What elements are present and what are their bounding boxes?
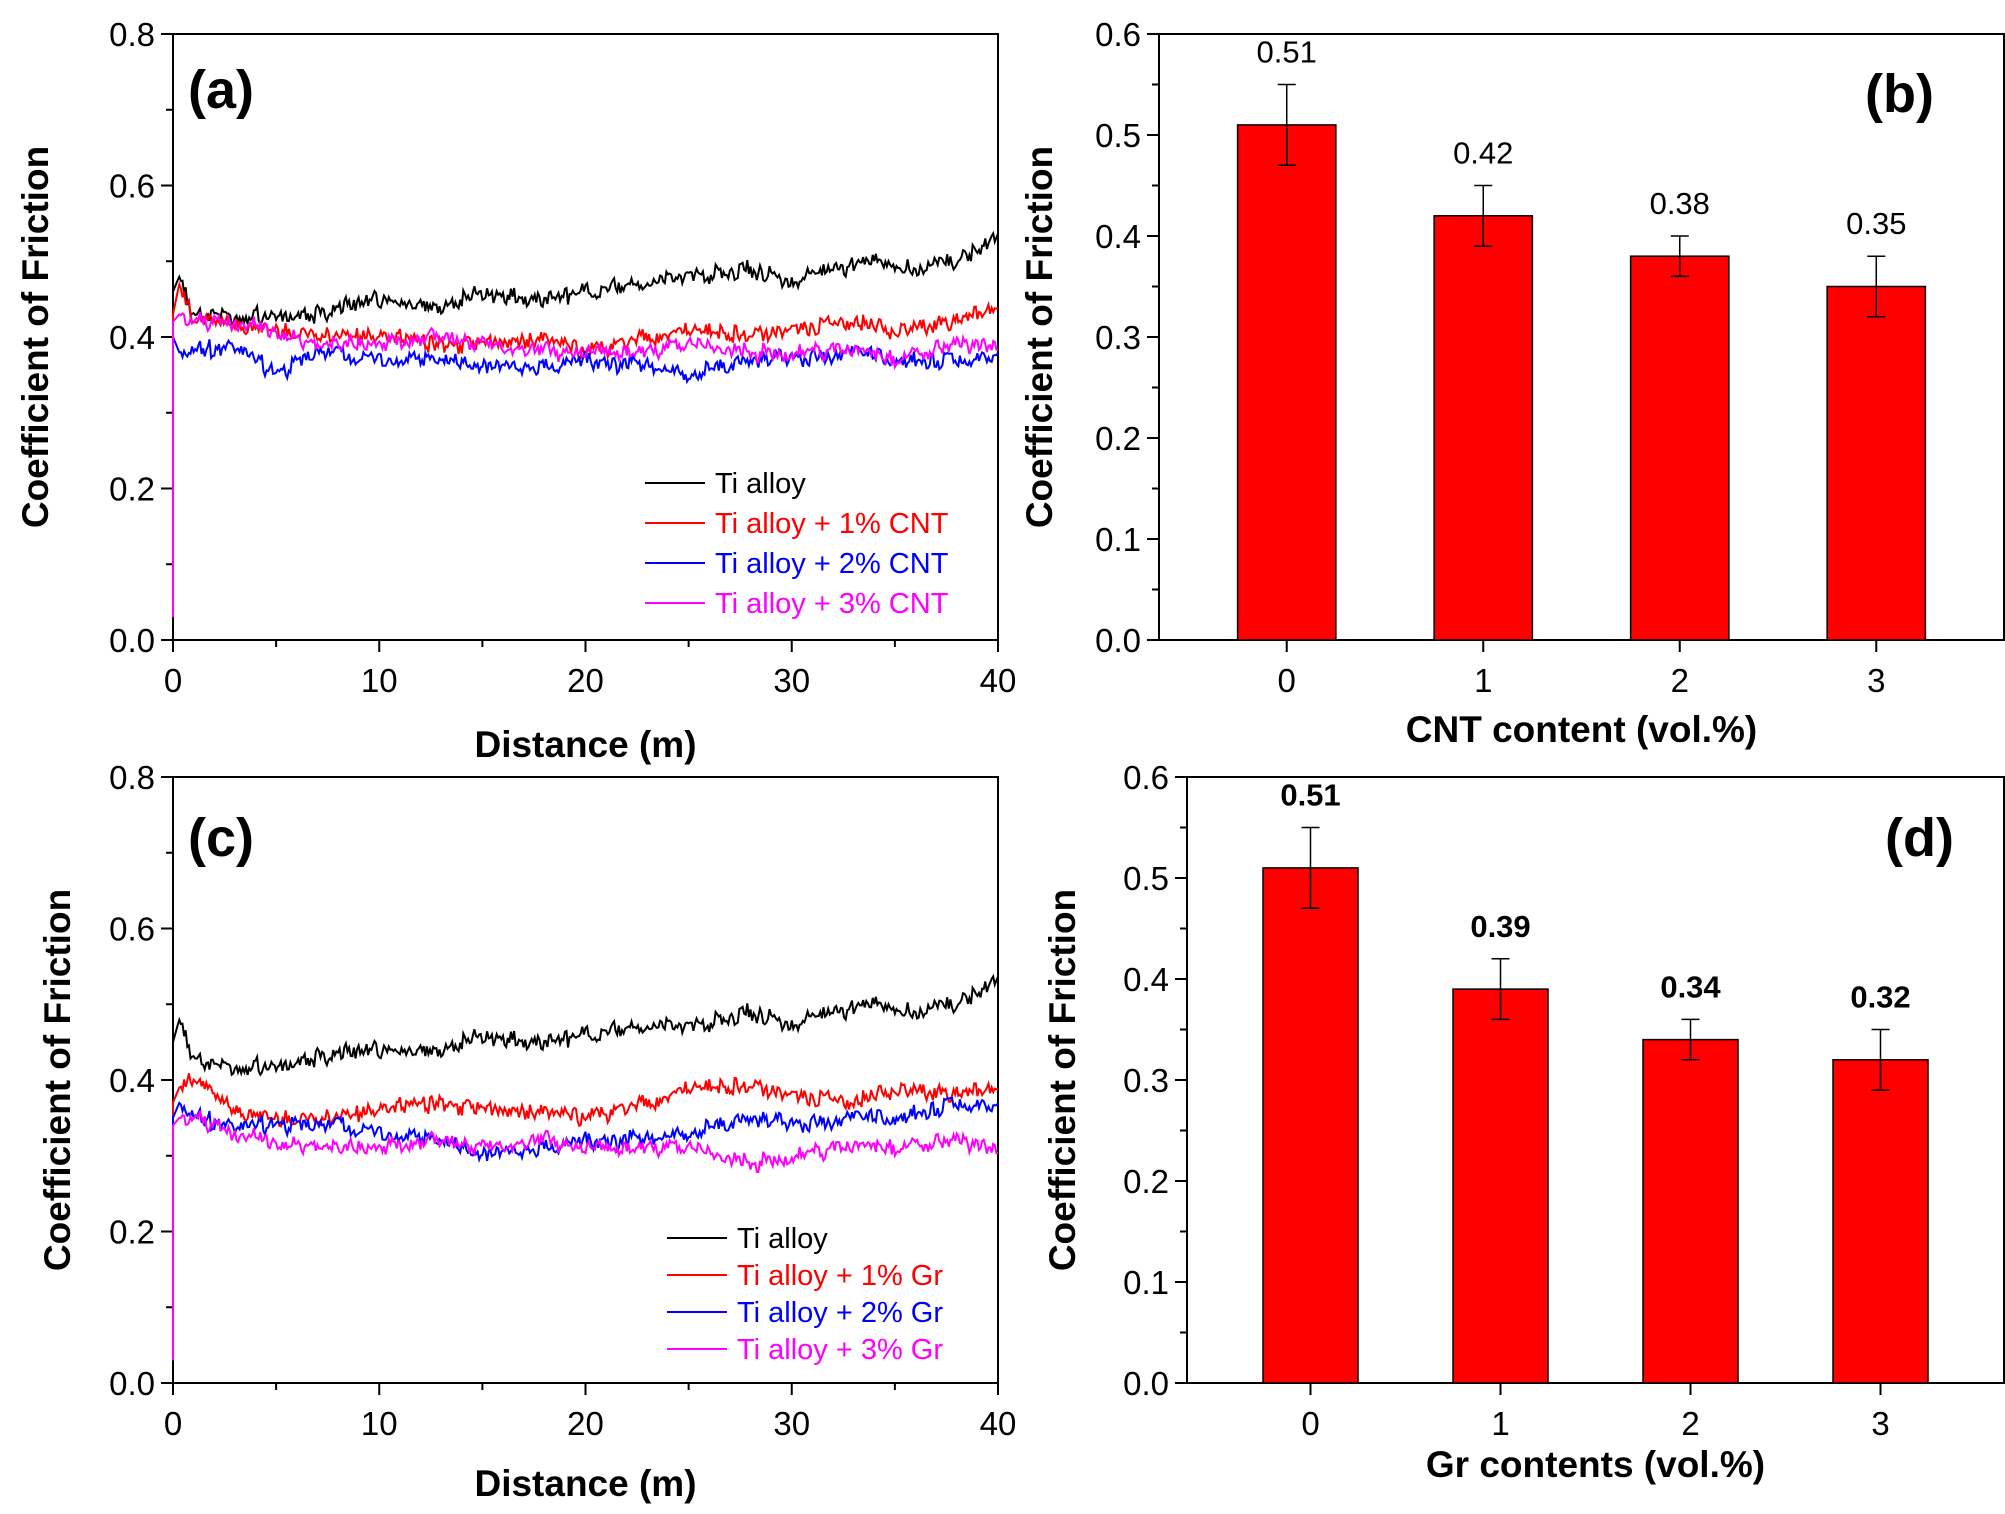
y-tick-label: 0.2 <box>1123 1163 1169 1200</box>
bar-2 <box>1629 255 1730 641</box>
y-tick-label: 0.0 <box>1095 622 1141 659</box>
x-tick-label: 0 <box>1301 1405 1319 1442</box>
x-tick-label: 30 <box>773 662 810 699</box>
legend-entry: Ti alloy <box>737 1223 828 1255</box>
y-tick-label: 0.4 <box>1123 961 1169 998</box>
x-tick-label: 10 <box>361 1405 398 1442</box>
data-label: 0.32 <box>1850 980 1910 1015</box>
bar-3 <box>1832 1059 1929 1384</box>
y-tick-label: 0.0 <box>109 622 155 659</box>
x-tick-label: 3 <box>1867 662 1885 699</box>
y-tick-label: 0.0 <box>1123 1365 1169 1402</box>
panel-label: (d) <box>1885 808 1954 868</box>
y-tick-label: 0.1 <box>1095 521 1141 558</box>
x-tick-label: 20 <box>567 662 604 699</box>
data-label: 0.42 <box>1453 136 1513 171</box>
y-tick-label: 0.5 <box>1095 117 1141 154</box>
y-tick-label: 0.5 <box>1123 860 1169 897</box>
y-tick-label: 0.2 <box>109 471 155 508</box>
x-tick-label: 0 <box>164 662 182 699</box>
y-axis-title: Coefficient of Friction <box>1042 889 1083 1271</box>
y-tick-label: 0.2 <box>1095 420 1141 457</box>
plot-frame <box>172 776 999 1384</box>
y-tick-label: 0.0 <box>109 1365 155 1402</box>
x-axis-title: Distance (m) <box>474 1463 696 1504</box>
legend-entry: Ti alloy + 2% Gr <box>737 1297 943 1329</box>
legend: Ti alloy Ti alloy + 1% Gr Ti alloy + 2% Gr… <box>667 1223 943 1366</box>
legend-entry: Ti alloy + 2% CNT <box>715 548 949 580</box>
panel-d: 0.0 0.1 0.2 0.3 0.4 0.5 0.6 0 0.51 1 0.39 2 0.34 3 0.3… <box>1042 759 2005 1485</box>
x-tick-label: 2 <box>1671 662 1689 699</box>
x-tick-label: 0 <box>1278 662 1296 699</box>
legend-entry: Ti alloy <box>715 468 806 500</box>
series-line-ti-alloy <box>172 230 999 618</box>
panel-label: (b) <box>1865 64 1934 124</box>
x-tick-label: 20 <box>567 1405 604 1442</box>
x-axis-title: CNT content (vol.%) <box>1406 709 1757 750</box>
y-tick-label: 0.1 <box>1123 1264 1169 1301</box>
data-label: 0.39 <box>1470 909 1530 944</box>
y-tick-label: 0.2 <box>109 1214 155 1251</box>
y-tick-label: 0.4 <box>109 319 155 356</box>
data-label: 0.38 <box>1650 186 1710 221</box>
y-tick-label: 0.6 <box>109 168 155 205</box>
y-tick-label: 0.6 <box>1095 16 1141 53</box>
bar-0 <box>1236 124 1337 641</box>
y-axis-title: Coefficient of Friction <box>1019 146 1060 528</box>
y-axis-title: Coefficient of Friction <box>37 889 78 1271</box>
data-label: 0.35 <box>1846 206 1906 241</box>
y-tick-label: 0.3 <box>1123 1062 1169 1099</box>
series-line-ti-alloy-3-gr <box>172 1110 999 1361</box>
bar-2 <box>1642 1038 1739 1384</box>
x-tick-label: 0 <box>164 1405 182 1442</box>
series-line-ti-alloy-1-gr <box>172 1073 998 1361</box>
y-tick-label: 0.4 <box>109 1062 155 1099</box>
legend-entry: Ti alloy + 3% CNT <box>715 588 949 620</box>
y-tick-label: 0.6 <box>1123 759 1169 796</box>
y-tick-label: 0.6 <box>109 911 155 948</box>
x-tick-label: 10 <box>361 662 398 699</box>
panel-label: (a) <box>188 60 254 120</box>
x-tick-label: 1 <box>1474 662 1492 699</box>
legend: Ti alloy Ti alloy + 1% CNT Ti alloy + 2% C… <box>645 468 949 620</box>
x-tick-label: 40 <box>980 662 1017 699</box>
y-tick-label: 0.8 <box>109 16 155 53</box>
y-tick-label: 0.3 <box>1095 319 1141 356</box>
x-axis-title: Distance (m) <box>474 724 696 765</box>
x-tick-label: 3 <box>1871 1405 1889 1442</box>
x-tick-label: 1 <box>1491 1405 1509 1442</box>
data-label: 0.51 <box>1280 778 1340 813</box>
y-axis-title: Coefficient of Friction <box>15 146 56 528</box>
bar-0 <box>1262 867 1359 1384</box>
bar-3 <box>1826 285 1927 641</box>
series-line-ti-alloy-3-cnt <box>172 312 999 618</box>
x-tick-label: 2 <box>1681 1405 1699 1442</box>
y-tick-label: 0.8 <box>109 759 155 796</box>
bar-1 <box>1433 215 1534 641</box>
series-line-ti-alloy-2-gr <box>172 1096 999 1361</box>
legend-entry: Ti alloy + 1% Gr <box>737 1260 943 1292</box>
data-label: 0.51 <box>1257 35 1317 70</box>
legend-entry: Ti alloy + 3% Gr <box>737 1334 943 1366</box>
panel-label: (c) <box>188 808 254 868</box>
bar-1 <box>1452 988 1549 1384</box>
data-label: 0.34 <box>1660 969 1721 1004</box>
panel-b: 0.0 0.1 0.2 0.3 0.4 0.5 0.6 0 0.51 1 0.42 2 0.38 3 0.3… <box>1019 16 2005 750</box>
x-axis-title: Gr contents (vol.%) <box>1426 1444 1765 1485</box>
x-tick-label: 40 <box>980 1405 1017 1442</box>
y-tick-label: 0.4 <box>1095 218 1141 255</box>
x-tick-label: 30 <box>773 1405 810 1442</box>
series-line-ti-alloy <box>172 973 999 1361</box>
legend-entry: Ti alloy + 1% CNT <box>715 508 949 540</box>
